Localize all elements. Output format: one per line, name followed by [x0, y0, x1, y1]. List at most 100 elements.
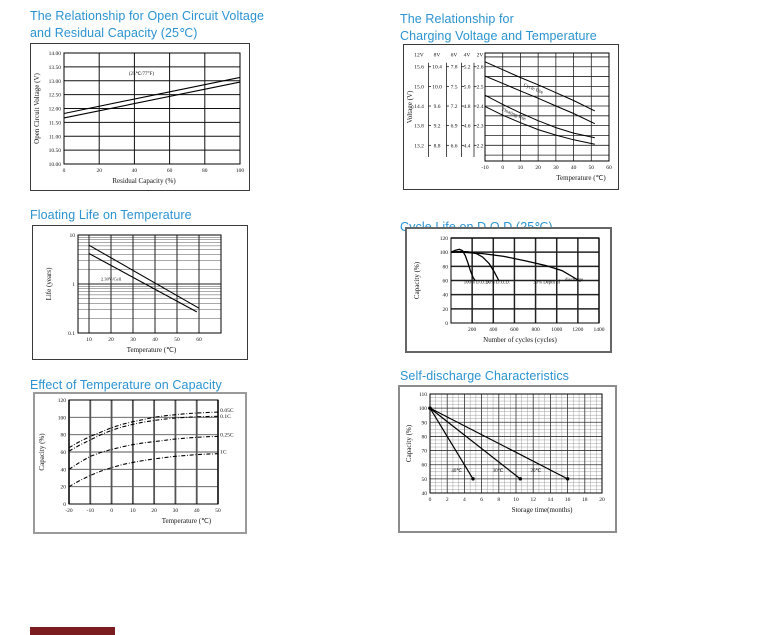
svg-text:-20: -20 [65, 508, 73, 514]
svg-text:15.6: 15.6 [414, 65, 424, 71]
svg-text:Voltage (V): Voltage (V) [406, 90, 414, 123]
svg-text:30: 30 [173, 508, 179, 514]
svg-text:4V: 4V [464, 53, 471, 59]
annotation: 100% D.O.D. [464, 280, 490, 285]
annotation: 40℃ [451, 468, 462, 474]
svg-text:60: 60 [422, 463, 428, 469]
svg-text:1000: 1000 [551, 327, 562, 333]
svg-text:60: 60 [61, 450, 67, 456]
svg-text:14.00: 14.00 [49, 51, 62, 57]
svg-text:30: 30 [130, 337, 136, 343]
svg-text:70: 70 [422, 449, 428, 455]
footer-accent-bar [30, 627, 115, 635]
series-floating-use-lower [484, 105, 595, 145]
svg-text:80: 80 [422, 434, 428, 440]
svg-text:110: 110 [419, 392, 427, 398]
svg-text:0.1: 0.1 [68, 331, 75, 337]
svg-text:11.00: 11.00 [49, 134, 61, 140]
svg-text:Capacity (%): Capacity (%) [38, 433, 46, 471]
svg-text:8.8: 8.8 [434, 143, 441, 149]
svg-text:100: 100 [58, 415, 67, 421]
annotation: Cycle Use [522, 83, 544, 96]
svg-text:18: 18 [582, 497, 588, 503]
svg-text:20: 20 [108, 337, 114, 343]
title-line: Effect of Temperature on Capacity [30, 378, 222, 392]
svg-text:-10: -10 [87, 508, 95, 514]
svg-text:20: 20 [535, 165, 541, 171]
series-t-20C [429, 407, 568, 480]
svg-text:14.4: 14.4 [414, 104, 424, 110]
svg-text:100: 100 [440, 250, 449, 256]
svg-text:60: 60 [196, 337, 202, 343]
chart-title-ocv: The Relationship for Open Circuit Voltag… [30, 8, 264, 42]
svg-text:50: 50 [589, 165, 595, 171]
series-dod-50 [450, 250, 500, 281]
svg-text:Capacity (%): Capacity (%) [405, 424, 413, 462]
svg-text:120: 120 [58, 398, 67, 404]
svg-text:800: 800 [531, 327, 540, 333]
series-life-lower [88, 253, 198, 313]
annotation: 1C [220, 450, 227, 456]
series-ocv-upper [63, 76, 241, 115]
svg-text:14: 14 [548, 497, 554, 503]
svg-text:12.50: 12.50 [49, 93, 62, 99]
title-line: Charging Voltage and Temperature [400, 29, 597, 43]
annotation: 0.05C [220, 408, 234, 414]
svg-text:Temperature (℃): Temperature (℃) [556, 174, 606, 182]
svg-text:13.8: 13.8 [414, 124, 424, 130]
charging-voltage-chart: -10 0 10 20 30 40 50 60 Temperature (℃) Voltage (… [403, 44, 619, 190]
title-line: Self-discharge Characteristics [400, 369, 570, 383]
svg-text:40: 40 [422, 491, 428, 497]
svg-text:Life (years): Life (years) [45, 267, 53, 301]
svg-text:12.00: 12.00 [49, 107, 62, 113]
svg-text:5.2: 5.2 [464, 65, 471, 71]
series-c-1 [68, 453, 219, 488]
series-c-0.25 [68, 435, 219, 470]
chart-title-charging: The Relationship for Charging Voltage an… [400, 11, 597, 45]
svg-text:10: 10 [130, 508, 136, 514]
svg-text:60: 60 [167, 168, 173, 174]
svg-text:50: 50 [174, 337, 180, 343]
svg-text:7.8: 7.8 [451, 65, 458, 71]
svg-text:400: 400 [489, 327, 498, 333]
title-line: and Residual Capacity (25℃) [30, 26, 198, 40]
svg-text:10.00: 10.00 [49, 162, 62, 168]
svg-text:9.2: 9.2 [434, 124, 441, 130]
svg-text:120: 120 [440, 236, 449, 242]
svg-text:7.5: 7.5 [451, 84, 458, 90]
svg-text:10.50: 10.50 [49, 148, 62, 154]
svg-text:10.4: 10.4 [432, 65, 442, 71]
svg-text:1200: 1200 [572, 327, 583, 333]
svg-text:2V: 2V [477, 53, 484, 59]
series-floating-use-upper [484, 94, 595, 139]
series-c-0.1 [68, 415, 219, 452]
svg-text:20: 20 [599, 497, 605, 503]
svg-text:5.0: 5.0 [464, 84, 471, 90]
svg-text:2.4: 2.4 [477, 104, 484, 110]
chart-title-self-discharge: Self-discharge Characteristics [400, 368, 569, 385]
series-c-0.05 [68, 411, 219, 449]
chart-title-floating-life: Floating Life on Temperature [30, 207, 192, 224]
svg-text:0: 0 [445, 321, 448, 327]
series-cycle-use-lower [484, 75, 596, 125]
svg-text:200: 200 [468, 327, 477, 333]
annotation: 30℃ [493, 468, 504, 474]
svg-text:1400: 1400 [594, 327, 605, 333]
svg-text:100: 100 [419, 406, 428, 412]
svg-text:600: 600 [510, 327, 519, 333]
annotation: 30% Depth of [533, 280, 560, 285]
svg-text:Storage time(months): Storage time(months) [512, 506, 574, 514]
svg-text:11.50: 11.50 [49, 120, 61, 126]
series-ocv-lower [63, 81, 241, 119]
series-dod-100 [450, 248, 476, 281]
tempcap-plot-svg: -20 -10 0 10 20 30 40 50 0 20 40 60 80 100 120 Temperat… [38, 398, 234, 525]
svg-text:4: 4 [463, 497, 466, 503]
svg-text:15.0: 15.0 [414, 84, 424, 90]
title-line: The Relationship for Open Circuit Voltag… [30, 9, 265, 23]
svg-text:2: 2 [446, 497, 449, 503]
svg-text:50: 50 [215, 508, 221, 514]
self-discharge-chart: 0 2 4 6 8 10 12 14 16 18 20 40 50 60 70 80 90 100 110 Stora… [398, 385, 617, 533]
svg-text:7.2: 7.2 [451, 104, 458, 110]
svg-text:8V: 8V [434, 53, 441, 59]
